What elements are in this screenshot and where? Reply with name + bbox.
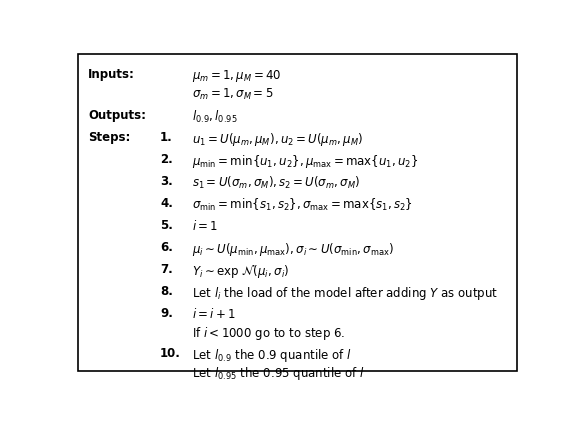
Text: 2.: 2. xyxy=(160,153,173,165)
Text: If $i < 1000$ go to to step 6.: If $i < 1000$ go to to step 6. xyxy=(191,325,345,342)
Text: $\sigma_m = 1, \sigma_M = 5$: $\sigma_m = 1, \sigma_M = 5$ xyxy=(191,86,273,101)
Text: $s_1 = U(\sigma_m, \sigma_M), s_2 = U(\sigma_m, \sigma_M)$: $s_1 = U(\sigma_m, \sigma_M), s_2 = U(\s… xyxy=(191,175,360,191)
Text: $i = 1$: $i = 1$ xyxy=(191,219,218,233)
Text: $Y_i \sim \exp\,\mathcal{N}(\mu_i, \sigma_i)$: $Y_i \sim \exp\,\mathcal{N}(\mu_i, \sigm… xyxy=(191,263,289,280)
Text: Steps:: Steps: xyxy=(88,131,130,144)
Text: 5.: 5. xyxy=(160,219,173,232)
Text: $\mu_m = 1, \mu_M = 40$: $\mu_m = 1, \mu_M = 40$ xyxy=(191,68,281,84)
FancyBboxPatch shape xyxy=(78,54,517,371)
Text: Inputs:: Inputs: xyxy=(88,68,135,81)
Text: $\sigma_{\min} = \min\{s_1, s_2\}, \sigma_{\max} = \max\{s_1, s_2\}$: $\sigma_{\min} = \min\{s_1, s_2\}, \sigm… xyxy=(191,197,412,213)
Text: Outputs:: Outputs: xyxy=(88,109,146,122)
Text: Let $l_{0.95}$ the 0.95 quantile of $l$: Let $l_{0.95}$ the 0.95 quantile of $l$ xyxy=(191,365,364,382)
Text: 4.: 4. xyxy=(160,197,173,210)
Text: $\mu_{\min} = \min\{u_1, u_2\}, \mu_{\max} = \max\{u_1, u_2\}$: $\mu_{\min} = \min\{u_1, u_2\}, \mu_{\ma… xyxy=(191,153,418,170)
Text: $\mu_i \sim U(\mu_{\min}, \mu_{\max}), \sigma_i \sim U(\sigma_{\min}, \sigma_{\m: $\mu_i \sim U(\mu_{\min}, \mu_{\max}), \… xyxy=(191,241,394,258)
Text: 6.: 6. xyxy=(160,241,173,254)
Text: $u_1 = U(\mu_m, \mu_M), u_2 = U(\mu_m, \mu_M)$: $u_1 = U(\mu_m, \mu_M), u_2 = U(\mu_m, \… xyxy=(191,131,362,148)
Text: Let $l_{0.9}$ the 0.9 quantile of $l$: Let $l_{0.9}$ the 0.9 quantile of $l$ xyxy=(191,347,351,364)
Text: 8.: 8. xyxy=(160,285,173,298)
Text: Let $l_i$ the load of the model after adding $Y$ as output: Let $l_i$ the load of the model after ad… xyxy=(191,285,498,302)
Text: 1.: 1. xyxy=(160,131,173,144)
Text: $i = i + 1$: $i = i + 1$ xyxy=(191,307,235,321)
Text: 9.: 9. xyxy=(160,307,173,320)
Text: 3.: 3. xyxy=(160,175,173,188)
Text: 7.: 7. xyxy=(160,263,173,276)
Text: 10.: 10. xyxy=(160,347,181,360)
Text: $l_{0.9}, l_{0.95}$: $l_{0.9}, l_{0.95}$ xyxy=(191,109,237,125)
